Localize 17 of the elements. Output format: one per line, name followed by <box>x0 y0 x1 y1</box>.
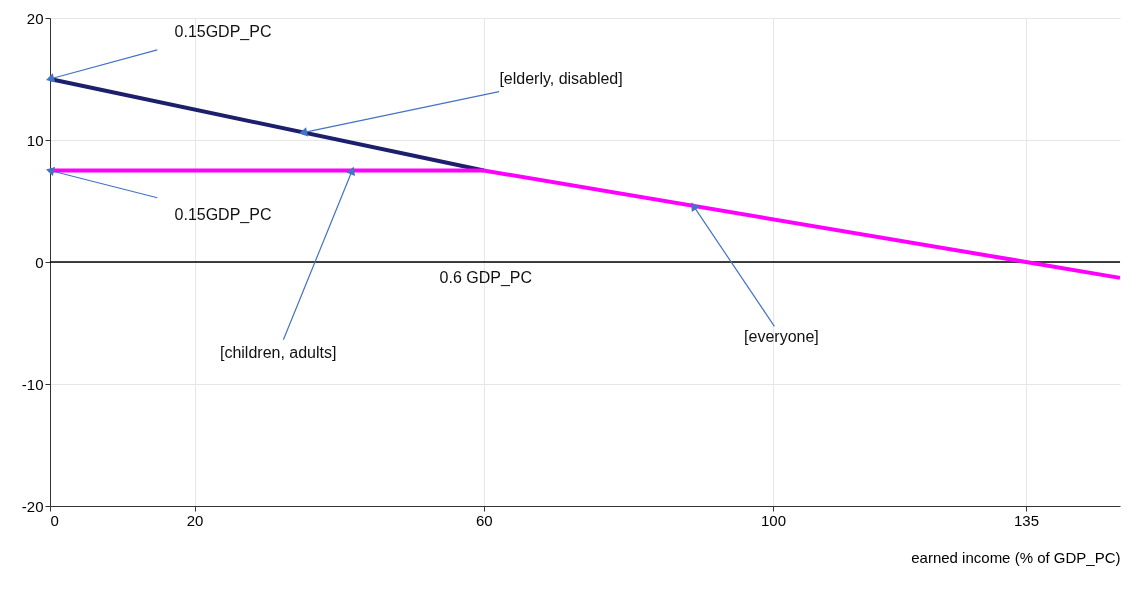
annotation: 0.6 GDP_PC <box>439 269 533 287</box>
x-tick-label: 20 <box>186 511 204 529</box>
y-tick-label: -20 <box>21 497 44 515</box>
annotation: 0.15GDP_PC <box>174 205 272 224</box>
x-axis-title: earned income (% of GDP_PC) <box>911 548 1121 566</box>
x-tick-label: 135 <box>1014 511 1040 529</box>
annotation: [everyone] <box>744 327 819 345</box>
annotation: 0.15GDP_PC <box>174 23 272 41</box>
y-tick-label: 10 <box>26 131 44 149</box>
y-tick-label: 0 <box>35 253 44 271</box>
x-tick-label: 100 <box>760 511 786 529</box>
x-tick-label: 60 <box>475 511 493 529</box>
annotation: [children, adults] <box>219 343 337 361</box>
y-tick-label: 20 <box>26 9 44 27</box>
annotation: [elderly, disabled] <box>499 69 623 87</box>
y-tick-label: -10 <box>21 375 44 393</box>
x-tick-label: 0 <box>50 511 59 529</box>
